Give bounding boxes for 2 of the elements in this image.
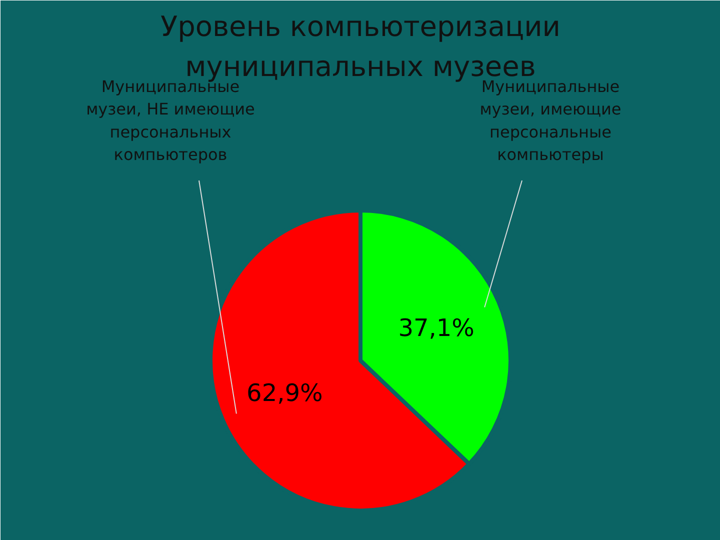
data-label: 37,1%	[398, 314, 474, 342]
data-label: 62,9%	[246, 379, 323, 408]
